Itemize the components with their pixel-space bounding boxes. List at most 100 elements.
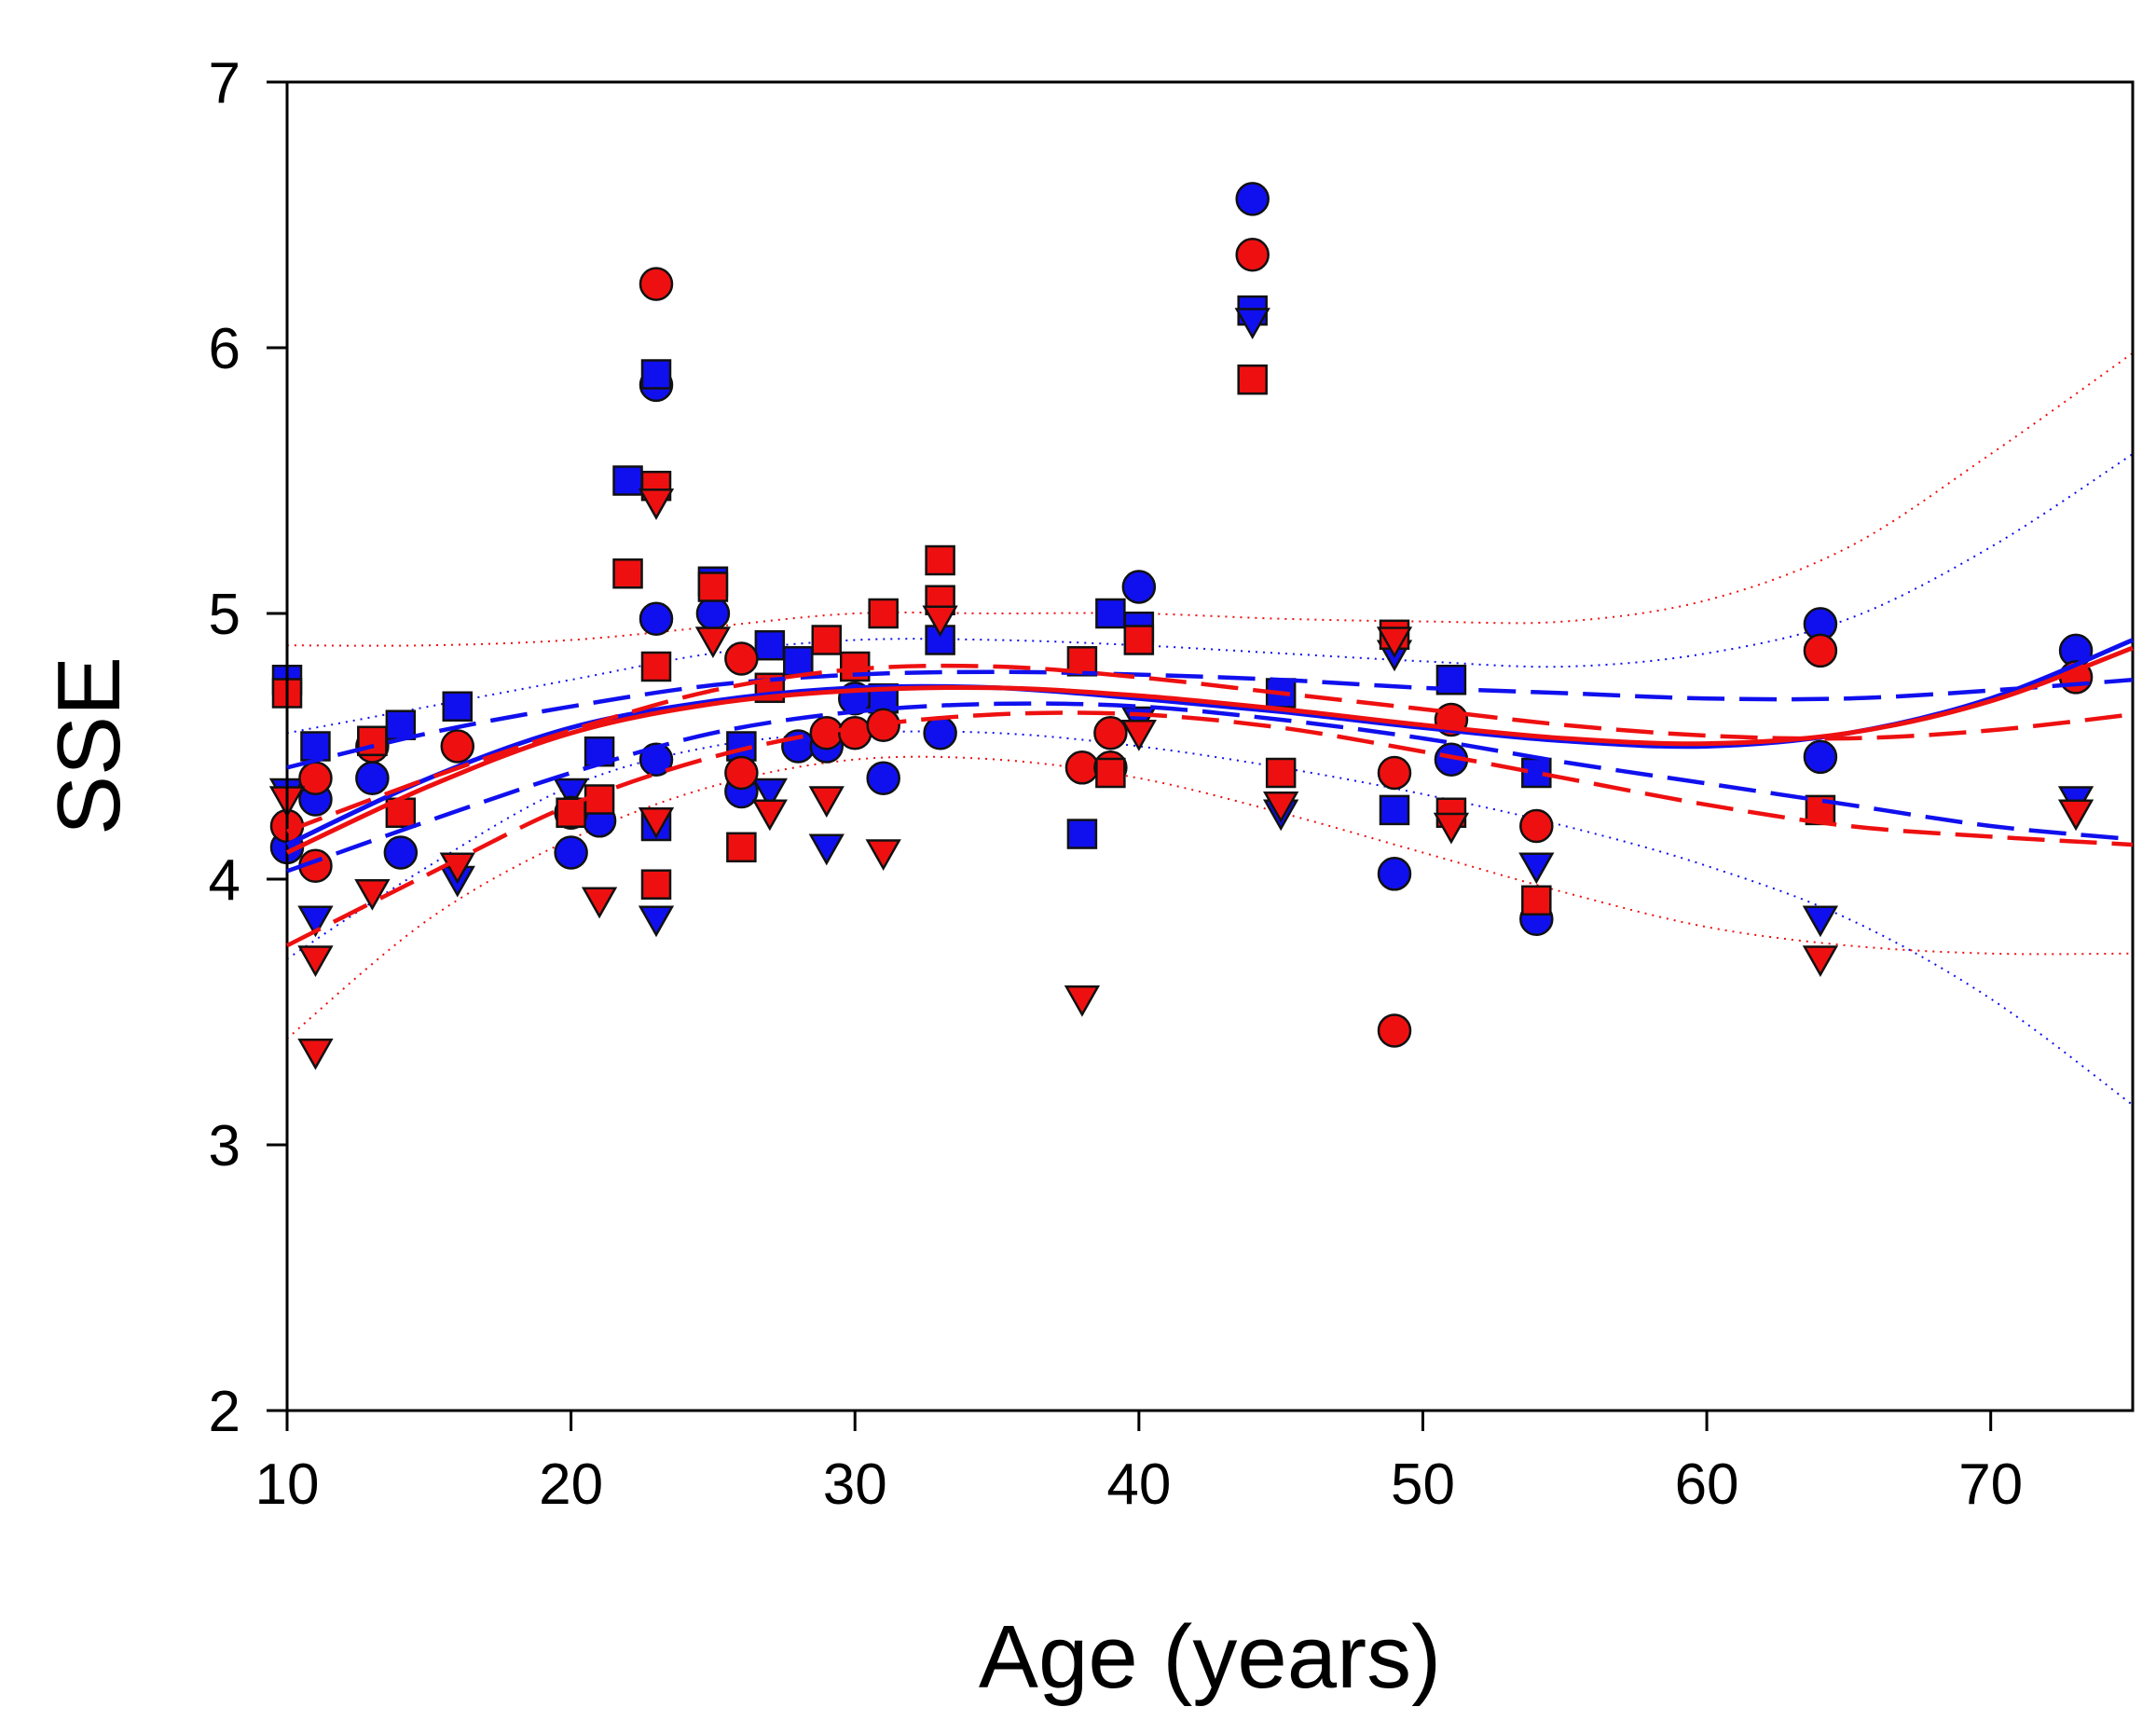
red-triangle-point [1263,791,1299,823]
red-solid-fit [285,645,2134,855]
red-square-point [1265,757,1297,789]
blue-circle-point [1377,857,1412,891]
x-axis-title: Age (years) [979,1607,1441,1707]
y-axis-title: SSE [39,656,139,835]
blue-triangle-point [808,833,845,866]
blue-triangle-point [751,778,788,810]
red-circle-point [1803,633,1838,668]
x-tick-label: 20 [539,1453,603,1517]
red-square-point [868,598,899,629]
red-circle-point [837,716,872,750]
red-triangle-point [694,626,732,659]
red-square-point [925,544,955,576]
blue-triangle-point [1518,852,1555,885]
red-square-point [612,558,643,589]
red-square-point [1237,364,1268,395]
blue-circle-point [383,835,419,870]
red-square-point [1095,757,1126,789]
blue-square-point [385,709,417,740]
red-triangle-point [354,879,391,911]
blue-square-point [1095,598,1126,629]
fit-lines [285,638,2134,948]
blue-triangle-point [638,905,675,938]
red-circle-point [724,641,759,676]
y-tick-label: 5 [209,583,240,647]
blue-circle-point [923,716,957,750]
blue-band-upper [286,453,2134,735]
red-circle-point [1519,808,1554,844]
y-tick-label: 2 [209,1380,240,1444]
blue-triangle-point [1234,308,1270,340]
red-triangle-point [439,852,475,885]
data-points [268,182,2094,1070]
blue-circle-point [554,835,588,870]
red-circle-point [1377,1013,1412,1048]
red-triangle-point [638,489,675,520]
red-circle-point [724,755,759,791]
blue-square-point [754,629,786,661]
blue-square-point [1379,794,1410,826]
red-circle-point [1064,750,1100,785]
red-triangle-point [297,1039,334,1070]
blue-square-point [1066,819,1098,849]
red-dash-fit-lower [285,710,2134,948]
blue-circle-point [355,761,390,795]
red-triangle-point [1064,985,1101,1017]
red-square-point [1521,885,1552,916]
red-triangle-point [638,807,675,839]
blue-circle-point [695,596,731,631]
red-dash-fit-upper [286,663,2134,833]
red-circle-point [440,729,475,764]
red-circle-point [298,761,333,795]
x-tick-label: 40 [1106,1453,1171,1517]
red-triangle-point [297,945,334,978]
red-square-point [726,832,757,863]
blue-square-point [640,359,672,390]
blue-circle-point [1803,739,1838,775]
blue-square-point [300,731,331,762]
x-tick-label: 70 [1958,1453,2023,1517]
red-triangle-series [268,489,2094,1070]
red-triangle-point [865,839,901,872]
y-tick-label: 7 [209,51,240,116]
y-tick-label: 6 [209,317,240,381]
red-triangle-point [808,786,845,819]
x-tick-label: 30 [823,1453,887,1517]
red-circle-point [1235,238,1270,272]
red-triangle-point [1120,720,1157,751]
blue-triangle-point [297,905,334,938]
blue-triangle-point [553,778,589,810]
red-triangle-point [2057,799,2094,832]
red-triangle-point [1433,812,1470,845]
blue-square-point [612,465,643,496]
red-triangle-point [1376,626,1413,659]
blue-circle-point [639,601,674,636]
blue-dash-fit-lower [286,701,2134,874]
blue-circle-point [866,761,900,795]
red-square-point [640,651,672,682]
y-axis-ticks: 2 3 4 5 6 7 [209,51,287,1444]
x-axis-ticks: 10 20 30 40 50 60 70 [255,1411,2023,1517]
red-triangle-point [751,799,788,832]
red-triangle-point [581,887,618,919]
y-tick-label: 4 [209,848,240,913]
red-square-point [1123,625,1155,655]
red-circle-point [639,267,674,301]
red-triangle-point [1802,945,1839,978]
red-square-point [697,571,729,602]
blue-circle-series [269,182,2094,936]
blue-square-point [783,646,814,677]
red-square-point [811,625,843,655]
y-tick-label: 3 [209,1114,240,1178]
red-square-point [640,869,672,900]
x-tick-label: 60 [1675,1453,1739,1517]
red-circle-point [1377,755,1412,791]
red-square-series [271,364,1836,916]
red-band-upper [286,351,2134,647]
blue-circle-point [1235,182,1270,216]
x-tick-label: 10 [255,1453,320,1517]
plot-frame [285,80,2135,1412]
blue-triangle-point [1802,905,1839,938]
x-tick-label: 50 [1391,1453,1455,1517]
